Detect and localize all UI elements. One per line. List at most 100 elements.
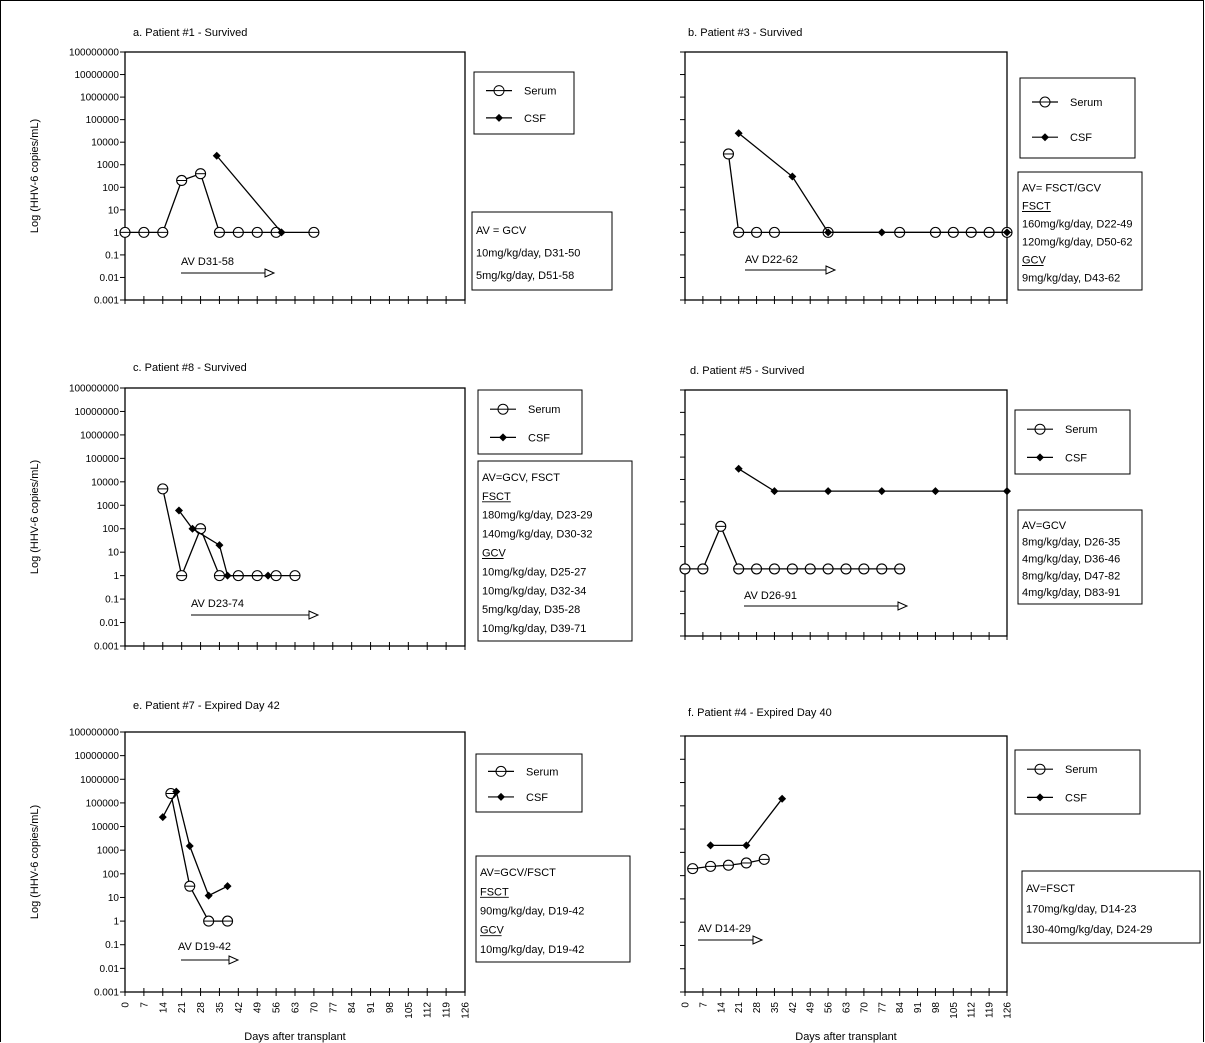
y-tick-label: 100000 xyxy=(86,115,120,126)
x-tick-label: 63 xyxy=(291,1002,302,1014)
dosing-note-line: 90mg/kg/day, D19-42 xyxy=(480,906,584,918)
x-tick-label: 98 xyxy=(385,1002,396,1014)
y-tick-label: 0.1 xyxy=(105,595,119,606)
x-tick-label: 119 xyxy=(442,1002,453,1018)
panel-title: a. Patient #1 - Survived xyxy=(133,27,247,39)
csf-point xyxy=(778,794,787,803)
x-axis-label: Days after transplant xyxy=(244,1031,346,1043)
x-tick-label: 14 xyxy=(158,1002,169,1014)
x-tick-label: 112 xyxy=(967,1002,978,1018)
y-tick-label: 10000 xyxy=(91,138,119,149)
x-tick-label: 56 xyxy=(824,1002,835,1014)
x-tick-label: 119 xyxy=(985,1002,996,1018)
y-tick-label: 100 xyxy=(102,183,119,194)
y-tick-label: 0.001 xyxy=(94,642,119,653)
x-tick-label: 70 xyxy=(859,1002,870,1014)
series-line-csf xyxy=(710,798,783,847)
y-tick-label: 1 xyxy=(113,228,119,239)
dosing-note-line: GCV xyxy=(480,925,505,937)
x-tick-label: 56 xyxy=(272,1002,283,1014)
y-tick-label: 1000000 xyxy=(80,430,119,441)
legend-box xyxy=(1014,749,1141,815)
plot-area xyxy=(124,387,466,647)
x-tick-label: 91 xyxy=(913,1002,924,1014)
series-line-csf xyxy=(162,789,228,897)
treatment-arrowhead xyxy=(228,955,240,965)
csf-point xyxy=(1003,487,1011,496)
x-tick-label: 126 xyxy=(1003,1002,1014,1019)
x-tick-label: 105 xyxy=(949,1002,960,1019)
csf-point xyxy=(770,487,779,496)
csf-point xyxy=(174,506,183,515)
y-tick-label: 100 xyxy=(102,869,119,880)
y-tick-label: 0.001 xyxy=(94,296,119,307)
legend-serum-label: Serum xyxy=(1065,424,1097,436)
legend-serum-label: Serum xyxy=(1070,97,1102,109)
dosing-note-line: 10mg/kg/day, D31-50 xyxy=(476,248,580,260)
dosing-note-box xyxy=(1021,870,1201,944)
treatment-label: AV D22-62 xyxy=(745,254,798,266)
x-tick-label: 28 xyxy=(196,1002,207,1014)
x-tick-label: 14 xyxy=(716,1002,727,1014)
dosing-note-line: 180mg/kg/day, D23-29 xyxy=(482,510,592,522)
panel-b: b. Patient #3 - Survived AV D22-62 Serum CS… xyxy=(680,27,1143,304)
y-tick-label: 1000000 xyxy=(80,93,119,104)
legend-serum-label: Serum xyxy=(526,766,558,778)
x-tick-label: 84 xyxy=(895,1002,906,1014)
csf-point xyxy=(223,571,232,580)
legend-csf-marker xyxy=(497,792,505,801)
csf-point xyxy=(1003,228,1011,237)
series-line-csf xyxy=(216,155,283,233)
plot-area xyxy=(124,731,466,993)
x-tick-label: 0 xyxy=(121,1002,132,1008)
legend-csf-label: CSF xyxy=(1070,132,1092,144)
y-tick-label: 0.001 xyxy=(94,988,119,999)
dosing-note-line: AV = GCV xyxy=(476,225,527,237)
csf-point xyxy=(172,787,181,796)
x-tick-label: 42 xyxy=(788,1002,799,1014)
series-line-serum xyxy=(125,172,314,234)
x-tick-label: 42 xyxy=(234,1002,245,1014)
csf-point xyxy=(734,464,743,473)
dosing-note-box xyxy=(471,211,613,291)
y-tick-label: 100 xyxy=(102,524,119,535)
dosing-note-line: 130-40mg/kg/day, D24-29 xyxy=(1026,924,1152,936)
dosing-note-line: 8mg/kg/day, D26-35 xyxy=(1022,537,1120,549)
x-tick-label: 126 xyxy=(461,1002,472,1019)
panel-a: a. Patient #1 - Survived1000000001000000… xyxy=(29,27,613,307)
panel-title: c. Patient #8 - Survived xyxy=(133,362,247,374)
dosing-note-line: 10mg/kg/day, D39-71 xyxy=(482,623,586,635)
y-tick-label: 1000000 xyxy=(80,775,119,786)
dosing-note-line: FSCT xyxy=(1022,201,1051,213)
x-tick-label: 77 xyxy=(328,1002,339,1014)
x-axis-label: Days after transplant xyxy=(795,1031,897,1043)
legend-csf-marker xyxy=(499,433,507,442)
x-tick-label: 98 xyxy=(931,1002,942,1014)
x-tick-label: 84 xyxy=(347,1002,358,1014)
dosing-note-line: GCV xyxy=(1022,255,1047,267)
x-tick-label: 77 xyxy=(877,1002,888,1014)
treatment-arrowhead xyxy=(264,268,276,278)
dosing-note-line: 140mg/kg/day, D30-32 xyxy=(482,529,592,541)
dosing-note-line: AV=GCV xyxy=(1022,520,1067,532)
series-line-serum xyxy=(685,524,900,570)
csf-point xyxy=(788,172,797,181)
y-tick-label: 0.1 xyxy=(105,940,119,951)
csf-point xyxy=(742,841,751,850)
dosing-note-line: GCV xyxy=(482,548,507,560)
legend-serum-label: Serum xyxy=(528,404,560,416)
x-tick-label: 35 xyxy=(770,1002,781,1014)
dosing-note-line: FSCT xyxy=(480,886,509,898)
x-tick-label: 63 xyxy=(842,1002,853,1014)
x-tick-label: 21 xyxy=(734,1002,745,1014)
x-tick-label: 49 xyxy=(806,1002,817,1014)
y-tick-label: 10 xyxy=(108,893,120,904)
panel-title: d. Patient #5 - Survived xyxy=(690,365,804,377)
treatment-arrowhead xyxy=(752,935,764,945)
treatment-label: AV D19-42 xyxy=(178,941,231,953)
csf-point xyxy=(824,228,833,237)
panel-title: f. Patient #4 - Expired Day 40 xyxy=(688,707,832,719)
x-tick-label: 7 xyxy=(698,1002,709,1008)
legend-box xyxy=(1014,409,1131,475)
